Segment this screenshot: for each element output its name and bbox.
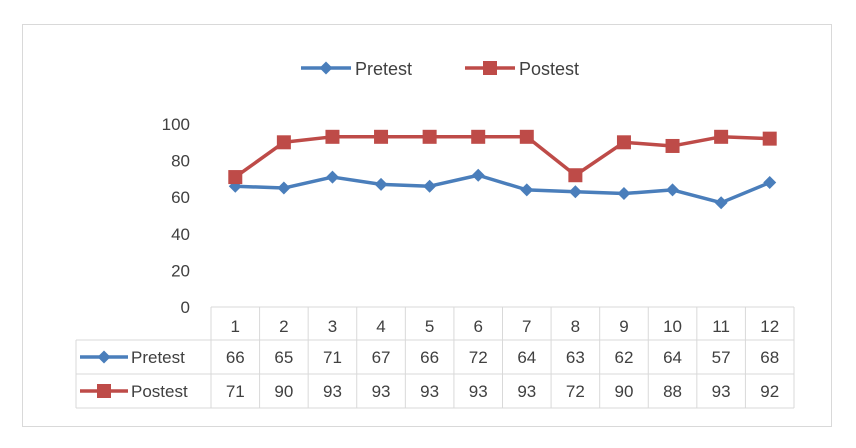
table-legend-marker [97,350,111,364]
table-cell: 63 [566,348,585,367]
data-table: Pretest 66 65 71 67 66 72 64 63 62 64 57 68 Postest 71… [80,348,779,401]
y-tick-label: 60 [171,188,190,207]
postest-point [325,129,340,144]
pretest-point [763,176,777,190]
table-cell: 93 [469,382,488,401]
table-cell: 66 [226,348,245,367]
table-row-label: Pretest [131,348,185,367]
table-cell: 93 [323,382,342,401]
pretest-point [277,181,291,195]
x-tick-label: 3 [328,317,337,336]
table-cell: 71 [323,348,342,367]
table-cell: 93 [420,382,439,401]
pretest-series [228,168,777,210]
y-tick-label: 80 [171,152,190,171]
legend-label: Postest [519,59,579,79]
postest-point [762,131,777,146]
postest-point [714,129,729,144]
legend-marker [483,61,497,75]
table-cell: 71 [226,382,245,401]
x-tick-label: 11 [712,317,730,336]
data-table-grid [75,306,795,409]
pretest-point [714,196,728,210]
postest-point [665,138,680,153]
pretest-point [423,179,437,193]
legend-label: Pretest [355,59,412,79]
postest-point [422,129,437,144]
x-axis-labels: 1 2 3 4 5 6 7 8 9 10 11 12 [231,317,780,336]
y-tick-label: 0 [181,298,190,317]
table-legend-marker [97,384,111,398]
table-row-postest: Postest 71 90 93 93 93 93 93 72 90 88 93 92 [80,382,779,401]
y-axis: 0 20 40 60 80 100 [162,115,190,317]
pretest-point [568,185,582,199]
table-cell: 93 [517,382,536,401]
postest-point [519,129,534,144]
table-row-pretest: Pretest 66 65 71 67 66 72 64 63 62 64 57 68 [80,348,779,367]
x-tick-label: 6 [473,317,482,336]
postest-point [228,170,243,185]
table-cell: 93 [372,382,391,401]
table-cell: 93 [712,382,731,401]
table-cell: 90 [274,382,293,401]
table-cell: 90 [614,382,633,401]
y-tick-label: 100 [162,115,190,134]
pretest-point [666,183,680,197]
pretest-point [325,170,339,184]
x-tick-label: 2 [279,317,288,336]
legend: Pretest Postest [301,59,579,79]
table-cell: 66 [420,348,439,367]
chart-area: Pretest Postest 0 20 40 60 80 100 1 2 3 4 5 6 7 8 9 10 1… [22,24,832,427]
x-tick-label: 9 [619,317,628,336]
x-tick-label: 4 [376,317,385,336]
pretest-point [471,168,485,182]
table-cell: 67 [372,348,391,367]
table-cell: 57 [712,348,731,367]
series-layer [228,129,777,210]
postest-series [228,129,777,185]
pretest-point [374,177,388,191]
postest-point [568,168,583,183]
table-row-label: Postest [131,382,188,401]
x-tick-label: 10 [663,317,682,336]
x-tick-label: 12 [760,317,779,336]
postest-point [276,135,291,150]
table-cell: 64 [663,348,682,367]
y-tick-label: 20 [171,261,190,280]
table-cell: 64 [517,348,536,367]
legend-item-postest: Postest [465,59,579,79]
pretest-line [235,173,771,205]
x-tick-label: 7 [522,317,531,336]
table-cell: 62 [614,348,633,367]
table-cell: 92 [760,382,779,401]
pretest-point [520,183,534,197]
postest-line [234,135,770,179]
x-tick-label: 8 [571,317,580,336]
table-cell: 88 [663,382,682,401]
table-cell: 72 [566,382,585,401]
x-tick-label: 5 [425,317,434,336]
y-tick-label: 40 [171,225,190,244]
postest-point [616,135,631,150]
table-cell: 65 [274,348,293,367]
legend-item-pretest: Pretest [301,59,412,79]
table-cell: 68 [760,348,779,367]
legend-marker [319,61,333,75]
postest-point [374,129,389,144]
x-tick-label: 1 [231,317,240,336]
table-cell: 72 [469,348,488,367]
postest-point [471,129,486,144]
pretest-point [617,187,631,201]
